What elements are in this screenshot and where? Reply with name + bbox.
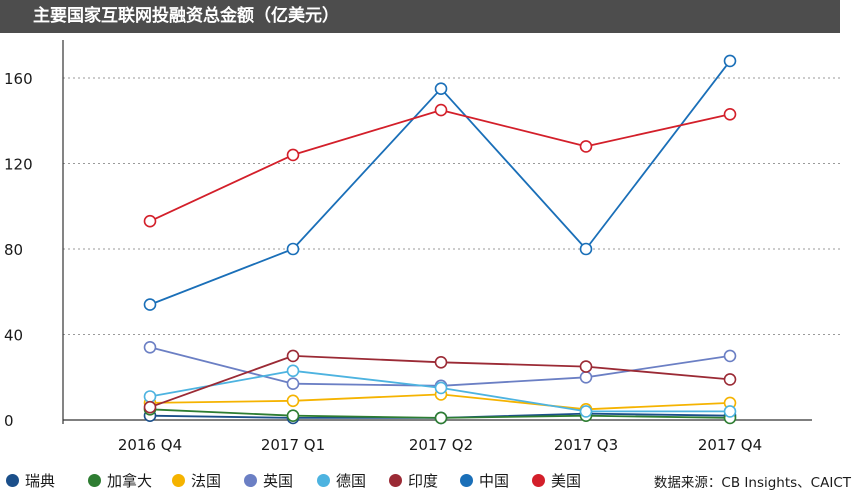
y-tick-label-80: 80 [4, 241, 23, 259]
data-point [434, 411, 448, 425]
series-印度 [143, 349, 737, 414]
axes: 0 40 80 120 160 2016 Q4 2017 Q1 2017 Q2 2017 Q3 2… [4, 40, 812, 454]
data-point [579, 242, 593, 256]
data-point [286, 364, 300, 378]
data-point [143, 400, 157, 414]
legend-marker [460, 474, 473, 487]
legend-marker [88, 474, 101, 487]
series-line [149, 109, 731, 223]
data-point [286, 377, 300, 391]
legend-marker [532, 474, 545, 487]
data-point [723, 373, 737, 386]
y-tick-label-160: 160 [4, 70, 33, 88]
y-tick-label-120: 120 [4, 156, 33, 174]
legend-marker [244, 474, 257, 487]
data-point [723, 54, 737, 68]
data-point [286, 394, 300, 408]
legend-item: 印度 [389, 470, 438, 491]
legend-item: 德国 [317, 470, 366, 491]
data-point [434, 355, 448, 369]
legend-label: 瑞典 [25, 472, 56, 490]
legend-item: 瑞典 [6, 470, 55, 491]
data-source: 数据来源：CB Insights、CAICT [653, 475, 851, 491]
series-德国 [143, 364, 737, 418]
data-point [723, 108, 737, 121]
data-point [286, 242, 300, 256]
legend-item: 英国 [244, 470, 293, 491]
series-line [149, 60, 731, 306]
x-tick-label: 2017 Q3 [554, 436, 618, 454]
data-point [286, 349, 300, 363]
data-point [723, 349, 737, 363]
legend-label: 美国 [551, 472, 582, 490]
data-point [579, 405, 593, 418]
legend-marker [6, 474, 19, 487]
data-point [143, 340, 157, 354]
legend-marker [389, 474, 402, 487]
legend-label: 法国 [191, 472, 222, 490]
y-tick-label-0: 0 [4, 412, 14, 430]
series-美国 [143, 103, 737, 228]
legend-label: 印度 [408, 472, 439, 490]
legend-marker [317, 474, 330, 487]
line-chart: 0 40 80 120 160 2016 Q4 2017 Q1 2017 Q2 2017 Q3 2… [4, 40, 840, 454]
legend-item: 法国 [172, 470, 221, 491]
data-point [434, 103, 448, 117]
chart-title: 主要国家互联网投融资总金额（亿美元） [0, 0, 840, 33]
x-tick-label: 2017 Q2 [409, 436, 473, 454]
data-point [143, 298, 157, 311]
data-point [579, 140, 593, 153]
y-tick-label-40: 40 [4, 327, 23, 345]
legend-item: 美国 [532, 470, 581, 491]
legend: 数据来源：CB Insights、CAICT 瑞典 加拿大 法国 英国 德国 印度 中国 美国 [0, 470, 857, 492]
data-point [286, 409, 300, 423]
x-tick-label: 2017 Q4 [698, 436, 762, 454]
legend-marker [172, 474, 185, 487]
legend-label: 中国 [479, 472, 510, 490]
legend-item: 加拿大 [88, 470, 152, 491]
data-point [434, 82, 448, 95]
legend-label: 英国 [263, 472, 294, 490]
data-point [434, 381, 448, 395]
data-point [579, 360, 593, 373]
x-tick-label: 2017 Q1 [261, 436, 325, 454]
series-中国 [143, 54, 737, 311]
data-point [723, 405, 737, 418]
data-point [143, 214, 157, 228]
legend-label: 德国 [336, 472, 367, 490]
legend-item: 中国 [460, 470, 509, 491]
data-point [579, 370, 593, 384]
legend-label: 加拿大 [107, 472, 153, 490]
data-point [143, 390, 157, 403]
x-tick-label: 2016 Q4 [118, 436, 182, 454]
series-lines [143, 54, 737, 425]
data-point [286, 148, 300, 162]
